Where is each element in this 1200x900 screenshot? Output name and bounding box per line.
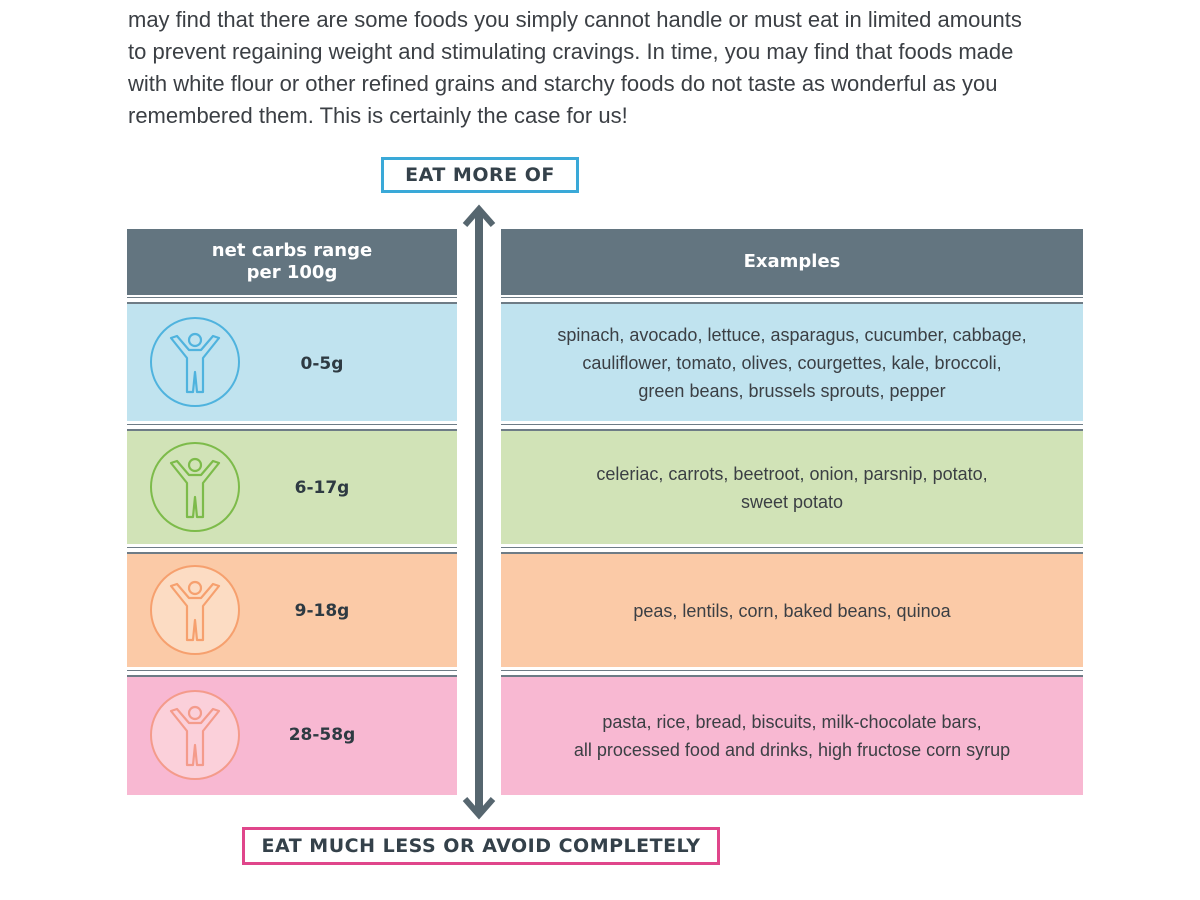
table-row-examples: peas, lentils, corn, baked beans, quinoa bbox=[501, 554, 1083, 667]
header-net-carbs-line: net carbs range bbox=[211, 240, 373, 261]
intro-line: may find that there are some foods you s… bbox=[128, 7, 1022, 32]
examples-line: peas, lentils, corn, baked beans, quinoa bbox=[633, 600, 951, 621]
examples-line: cauliflower, tomato, olives, courgettes,… bbox=[582, 352, 1002, 373]
row-divider bbox=[501, 547, 1083, 554]
examples-line: pasta, rice, bread, biscuits, milk-choco… bbox=[602, 712, 982, 732]
examples-line: spinach, avocado, lettuce, asparagus, cu… bbox=[557, 324, 1027, 345]
header-examples: Examples bbox=[501, 229, 1083, 295]
table-row-examples: celeriac, carrots, beetroot, onion, pars… bbox=[501, 431, 1083, 544]
eat-less-label: EAT MUCH LESS OR AVOID COMPLETELY bbox=[242, 827, 720, 865]
row-divider bbox=[501, 670, 1083, 677]
examples-text: pasta, rice, bread, biscuits, milk-choco… bbox=[574, 708, 1010, 764]
person-arms-raised-icon bbox=[150, 690, 240, 780]
eat-more-label: EAT MORE OF bbox=[381, 157, 579, 193]
row-divider bbox=[501, 297, 1083, 304]
row-divider bbox=[127, 424, 457, 431]
examples-line: sweet potato bbox=[740, 491, 844, 512]
table-row-range: 9-18g bbox=[127, 554, 457, 667]
examples-text: spinach, avocado, lettuce, asparagus, cu… bbox=[557, 321, 1026, 405]
carbs-range: 6-17g bbox=[294, 478, 350, 498]
carbs-range: 0-5g bbox=[300, 354, 344, 374]
row-divider bbox=[127, 297, 457, 304]
double-headed-vertical-arrow-icon bbox=[462, 204, 496, 820]
examples-text: peas, lentils, corn, baked beans, quinoa bbox=[633, 597, 950, 625]
table-row-examples: spinach, avocado, lettuce, asparagus, cu… bbox=[501, 304, 1083, 421]
person-arms-raised-icon bbox=[150, 565, 240, 655]
intro-line: with white flour or other refined grains… bbox=[128, 71, 998, 96]
examples-text: celeriac, carrots, beetroot, onion, pars… bbox=[596, 460, 987, 516]
row-divider bbox=[127, 670, 457, 677]
intro-line: to prevent regaining weight and stimulat… bbox=[128, 39, 1014, 64]
person-arms-raised-icon bbox=[150, 442, 240, 532]
table-row-examples: pasta, rice, bread, biscuits, milk-choco… bbox=[501, 677, 1083, 795]
row-divider bbox=[501, 424, 1083, 431]
header-net-carbs: net carbs range per 100g bbox=[127, 229, 457, 295]
header-net-carbs-line: per 100g bbox=[246, 262, 338, 283]
examples-line: green beans, brussels sprouts, pepper bbox=[638, 380, 946, 401]
examples-line: celeriac, carrots, beetroot, onion, pars… bbox=[596, 463, 988, 484]
row-divider bbox=[127, 547, 457, 554]
carbs-range: 9-18g bbox=[294, 601, 350, 621]
person-arms-raised-icon bbox=[150, 317, 240, 407]
table-row-range: 28-58g bbox=[127, 677, 457, 795]
examples-line: all processed food and drinks, high fruc… bbox=[573, 740, 1011, 760]
intro-line: remembered them. This is certainly the c… bbox=[128, 103, 628, 128]
table-row-range: 0-5g bbox=[127, 304, 457, 421]
table-row-range: 6-17g bbox=[127, 431, 457, 544]
carbs-range: 28-58g bbox=[288, 725, 356, 745]
intro-paragraph: may find that there are some foods you s… bbox=[128, 4, 1088, 132]
